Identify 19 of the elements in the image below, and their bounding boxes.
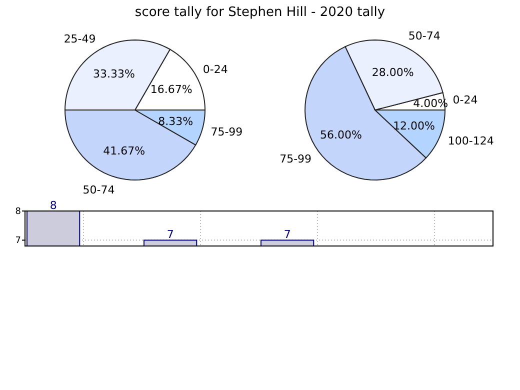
chart-title: score tally for Stephen Hill - 2020 tally	[134, 5, 386, 20]
data-label: 41.67%	[103, 144, 146, 158]
data-label: 56.00%	[320, 128, 362, 142]
slice-label: 75-99	[280, 152, 312, 166]
data-label: 7	[284, 228, 291, 242]
data-label: 7	[166, 228, 174, 242]
slice-label: 75-99	[210, 125, 243, 138]
data-label: 8	[50, 199, 57, 212]
slice-label: 0-24	[452, 94, 478, 107]
data-label: 8.33%	[158, 114, 194, 128]
data-label: 16.67%	[150, 82, 192, 96]
data-label: 12.00%	[393, 119, 436, 132]
data-label: 28.00%	[372, 66, 414, 79]
slice-label: 50-74	[82, 184, 115, 197]
slice-label: 50-74	[408, 29, 440, 42]
slice-label: 100-124	[448, 134, 494, 148]
slice-label: 25-49	[64, 32, 96, 46]
data-label: 33.33%	[93, 68, 135, 81]
slice-label: 0-24	[202, 62, 228, 76]
